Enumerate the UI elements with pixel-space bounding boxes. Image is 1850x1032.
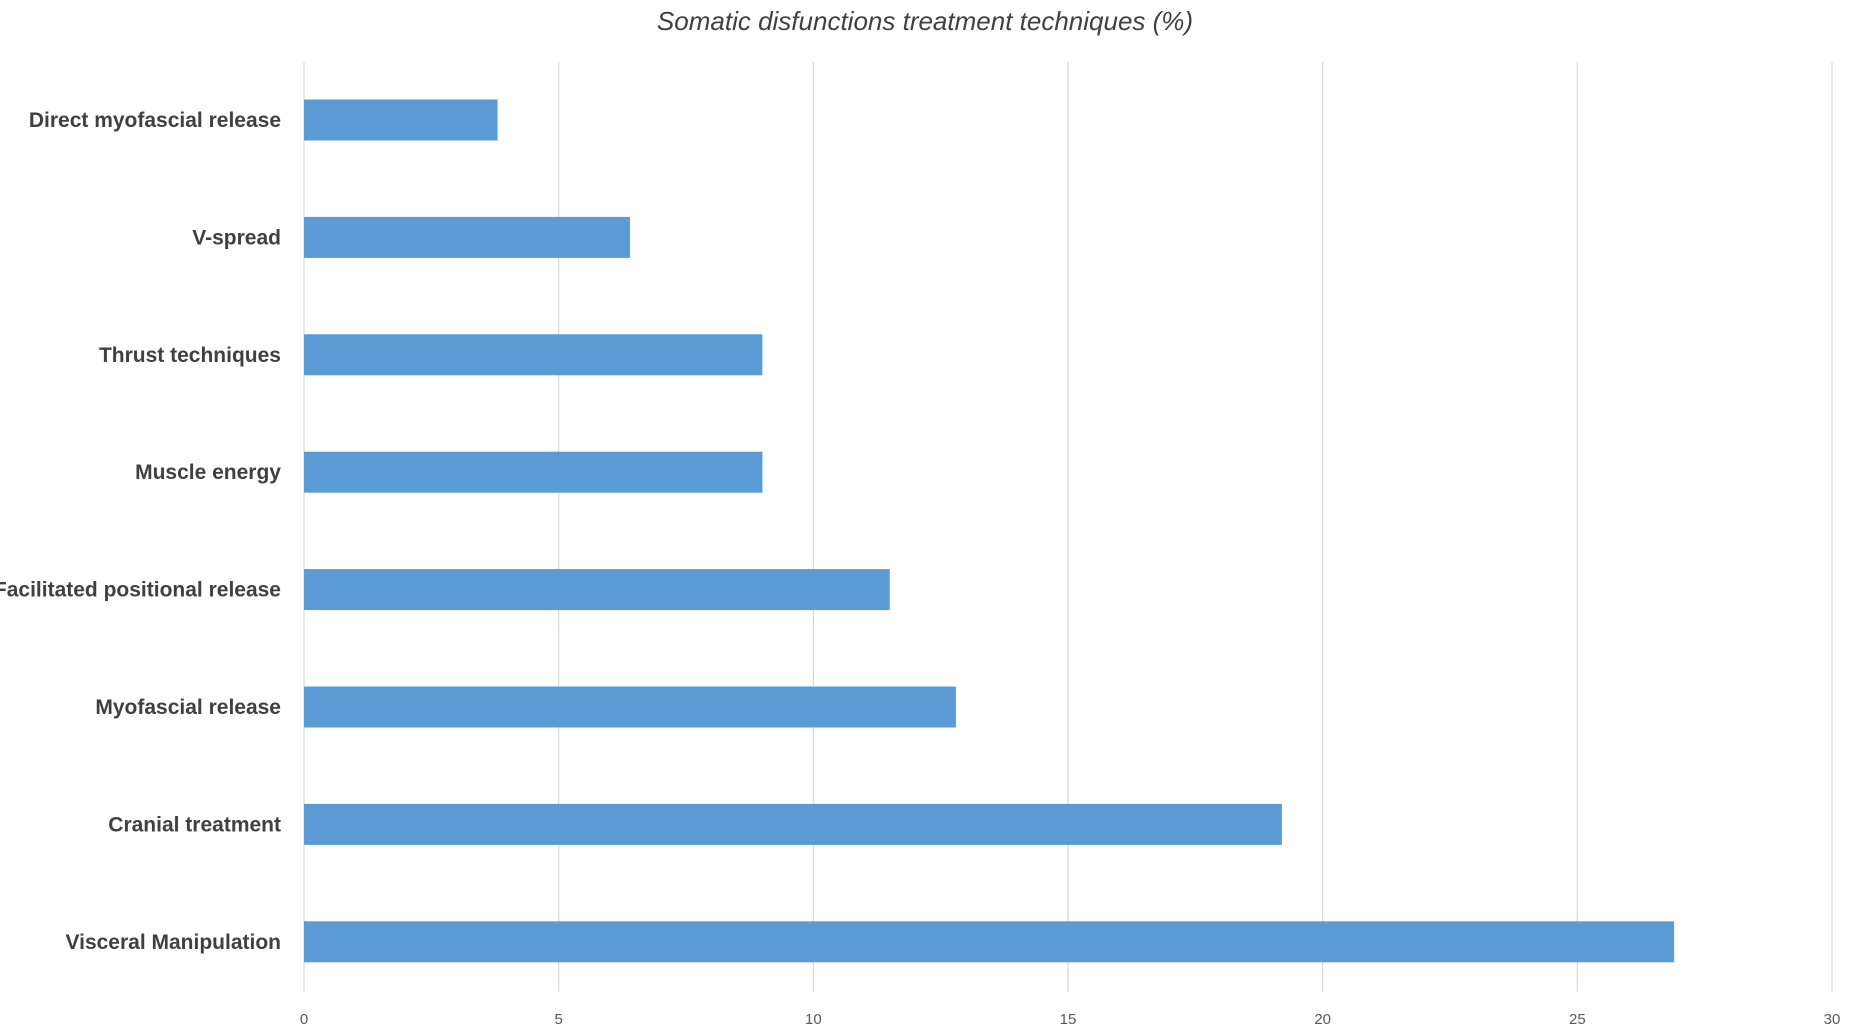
x-tick-label: 30	[1824, 1011, 1841, 1028]
gridlines	[303, 62, 1833, 992]
x-tick-label: 5	[554, 1011, 562, 1028]
bar	[304, 686, 956, 728]
category-label: Cranial treatment	[108, 813, 281, 836]
category-label: Visceral Manipulation	[65, 931, 281, 954]
x-tick-label: 10	[805, 1011, 822, 1028]
bar	[304, 334, 763, 376]
category-label: V-spread	[192, 226, 281, 249]
bar	[304, 99, 498, 141]
bar	[304, 451, 763, 493]
x-tick-label: 20	[1314, 1011, 1331, 1028]
x-tick-label: 15	[1060, 1011, 1077, 1028]
x-axis-tick-labels: 0 5 10 15 20 25 30	[300, 1011, 1841, 1028]
bars	[304, 99, 1675, 963]
category-labels: Direct myofascial release V-spread Thrust …	[0, 109, 281, 954]
bar	[304, 803, 1282, 845]
category-label: Muscle energy	[135, 461, 281, 484]
bar	[304, 921, 1675, 963]
x-tick-label: 0	[300, 1011, 308, 1028]
category-label: Direct myofascial release	[29, 109, 281, 132]
chart-title: Somatic disfunctions treatment technique…	[657, 6, 1193, 36]
bar	[304, 216, 630, 258]
category-label: Myofascial release	[95, 696, 281, 719]
x-tick-label: 25	[1569, 1011, 1586, 1028]
category-label: Facilitated positional release	[0, 579, 281, 602]
bar	[304, 569, 890, 611]
category-label: Thrust techniques	[99, 344, 281, 367]
